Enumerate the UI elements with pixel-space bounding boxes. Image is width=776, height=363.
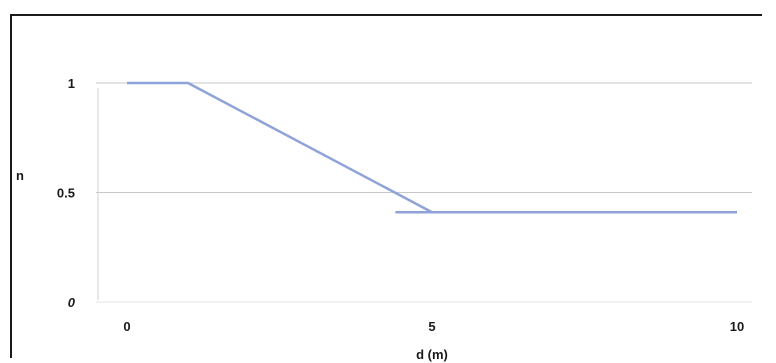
grid-lines [96,82,752,303]
x-tick-label-2: 10 [730,319,744,334]
y-tick-label-1: 0.5 [57,186,75,201]
y-axis-title: n [16,168,24,183]
y-tick-label-0: 0 [68,295,76,310]
x-tick-label-0: 0 [123,319,130,334]
chart-frame [10,14,762,358]
x-tick-label-1: 5 [428,319,435,334]
series-layer [127,81,737,214]
tick-labels: 0 5 10 0 0.5 1 [57,76,744,334]
x-axis-title: d (m) [416,347,448,362]
y-tick-label-2: 1 [68,76,75,91]
